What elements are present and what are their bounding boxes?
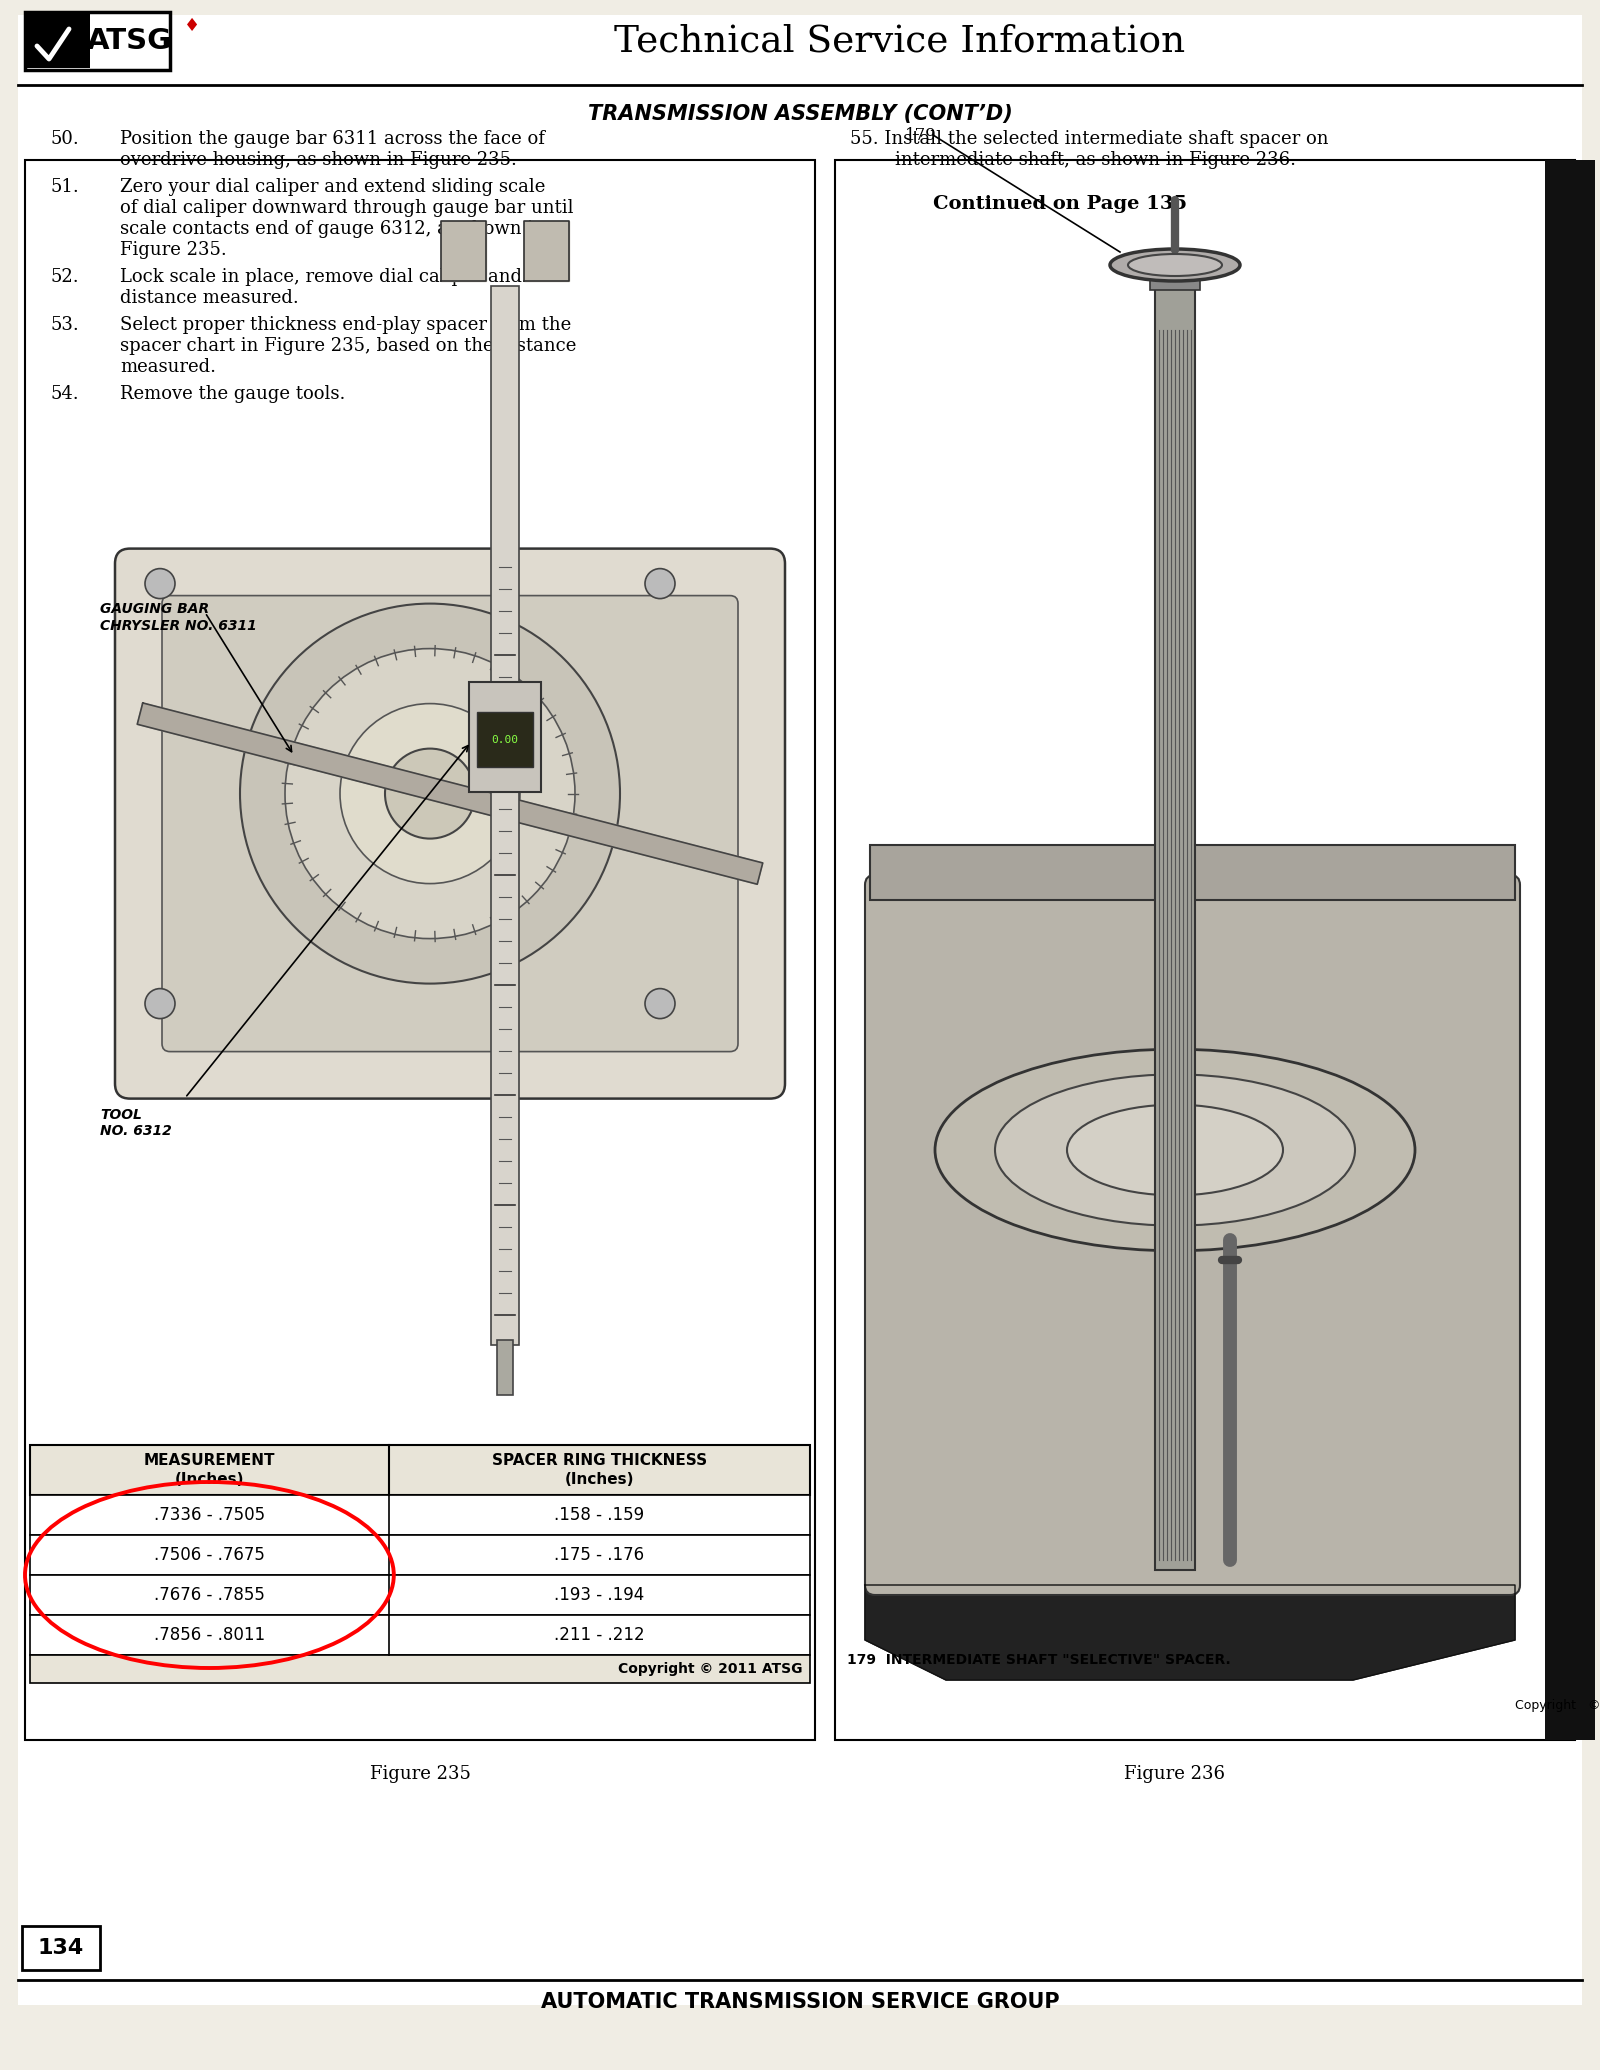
Ellipse shape bbox=[645, 989, 675, 1018]
Text: GAUGING BAR
CHRYSLER NO. 6311: GAUGING BAR CHRYSLER NO. 6311 bbox=[99, 602, 256, 633]
Ellipse shape bbox=[146, 569, 174, 598]
Text: 179: 179 bbox=[906, 126, 936, 143]
Text: Lock scale in place, remove dial caliper and note: Lock scale in place, remove dial caliper… bbox=[120, 267, 568, 286]
Bar bbox=[491, 286, 518, 1346]
Bar bbox=[469, 681, 541, 793]
Text: 51.: 51. bbox=[50, 178, 78, 197]
Ellipse shape bbox=[339, 704, 520, 884]
Text: .211 - .212: .211 - .212 bbox=[554, 1627, 645, 1644]
Text: .7856 - .8011: .7856 - .8011 bbox=[154, 1627, 266, 1644]
Ellipse shape bbox=[995, 1074, 1355, 1225]
Text: MEASUREMENT
(Inches): MEASUREMENT (Inches) bbox=[144, 1453, 275, 1486]
Bar bbox=[1155, 279, 1195, 1569]
FancyBboxPatch shape bbox=[162, 596, 738, 1052]
Text: SPACER RING THICKNESS
(Inches): SPACER RING THICKNESS (Inches) bbox=[491, 1453, 707, 1486]
Bar bbox=[1546, 159, 1595, 1741]
Text: .7676 - .7855: .7676 - .7855 bbox=[154, 1586, 266, 1604]
Text: 179  INTERMEDIATE SHAFT "SELECTIVE" SPACER.: 179 INTERMEDIATE SHAFT "SELECTIVE" SPACE… bbox=[846, 1654, 1230, 1666]
Ellipse shape bbox=[146, 989, 174, 1018]
Text: 134: 134 bbox=[38, 1938, 85, 1958]
Text: .7506 - .7675: .7506 - .7675 bbox=[154, 1546, 266, 1565]
Ellipse shape bbox=[1110, 248, 1240, 282]
Text: 0.00: 0.00 bbox=[491, 735, 518, 745]
Ellipse shape bbox=[645, 569, 675, 598]
Ellipse shape bbox=[1067, 1105, 1283, 1194]
Polygon shape bbox=[138, 704, 763, 884]
Polygon shape bbox=[525, 221, 570, 282]
Text: Copyright © 2011 ATSG: Copyright © 2011 ATSG bbox=[618, 1662, 802, 1677]
FancyBboxPatch shape bbox=[115, 549, 786, 1099]
Text: Zero your dial caliper and extend sliding scale: Zero your dial caliper and extend slidin… bbox=[120, 178, 546, 197]
Bar bbox=[30, 1536, 810, 1575]
Text: 53.: 53. bbox=[50, 317, 78, 333]
Bar bbox=[26, 12, 170, 70]
Text: Figure 235.: Figure 235. bbox=[120, 240, 227, 259]
Ellipse shape bbox=[285, 648, 574, 938]
Bar bbox=[1150, 261, 1200, 290]
Text: ♦: ♦ bbox=[184, 17, 200, 35]
Text: Position the gauge bar 6311 across the face of: Position the gauge bar 6311 across the f… bbox=[120, 130, 546, 147]
Text: AUTOMATIC TRANSMISSION SERVICE GROUP: AUTOMATIC TRANSMISSION SERVICE GROUP bbox=[541, 1991, 1059, 2012]
Polygon shape bbox=[442, 221, 486, 282]
FancyBboxPatch shape bbox=[866, 876, 1520, 1596]
Bar bbox=[30, 1575, 810, 1615]
Bar bbox=[30, 1656, 810, 1683]
Bar bbox=[477, 712, 533, 768]
Ellipse shape bbox=[386, 749, 475, 838]
Text: .158 - .159: .158 - .159 bbox=[554, 1507, 645, 1524]
Text: Technical Service Information: Technical Service Information bbox=[614, 23, 1186, 60]
Text: TOOL
NO. 6312: TOOL NO. 6312 bbox=[99, 1107, 171, 1138]
Text: measured.: measured. bbox=[120, 358, 216, 377]
Text: Remove the gauge tools.: Remove the gauge tools. bbox=[120, 385, 346, 404]
Text: of dial caliper downward through gauge bar until: of dial caliper downward through gauge b… bbox=[120, 199, 573, 217]
Text: TRANSMISSION ASSEMBLY (CONT’D): TRANSMISSION ASSEMBLY (CONT’D) bbox=[587, 104, 1013, 124]
Polygon shape bbox=[866, 1586, 1515, 1681]
Bar bbox=[30, 1445, 810, 1495]
Text: intermediate shaft, as shown in Figure 236.: intermediate shaft, as shown in Figure 2… bbox=[894, 151, 1296, 170]
Text: 50.: 50. bbox=[50, 130, 78, 147]
Bar bbox=[835, 159, 1574, 1741]
Bar bbox=[498, 1339, 514, 1395]
Text: 52.: 52. bbox=[50, 267, 78, 286]
Text: .7336 - .7505: .7336 - .7505 bbox=[154, 1507, 266, 1524]
Text: Figure 236: Figure 236 bbox=[1125, 1766, 1226, 1782]
Bar bbox=[26, 159, 814, 1741]
Ellipse shape bbox=[1128, 255, 1222, 275]
Text: .193 - .194: .193 - .194 bbox=[554, 1586, 645, 1604]
Ellipse shape bbox=[934, 1049, 1414, 1250]
Text: spacer chart in Figure 235, based on the distance: spacer chart in Figure 235, based on the… bbox=[120, 337, 576, 354]
Bar bbox=[870, 845, 1515, 900]
Bar bbox=[22, 1925, 99, 1971]
Bar bbox=[30, 1495, 810, 1536]
Text: .175 - .176: .175 - .176 bbox=[554, 1546, 645, 1565]
Text: ATSG: ATSG bbox=[86, 27, 171, 56]
Ellipse shape bbox=[240, 604, 621, 983]
Text: Continued on Page 135: Continued on Page 135 bbox=[933, 195, 1187, 213]
Text: 55. Install the selected intermediate shaft spacer on: 55. Install the selected intermediate sh… bbox=[850, 130, 1328, 147]
Bar bbox=[30, 1615, 810, 1656]
Text: 54.: 54. bbox=[50, 385, 78, 404]
Text: Figure 235: Figure 235 bbox=[370, 1766, 470, 1782]
Text: overdrive housing, as shown in Figure 235.: overdrive housing, as shown in Figure 23… bbox=[120, 151, 517, 170]
Text: Copyright   ©: Copyright © bbox=[1515, 1699, 1600, 1712]
Polygon shape bbox=[27, 14, 90, 68]
Text: distance measured.: distance measured. bbox=[120, 290, 299, 306]
Text: Select proper thickness end-play spacer from the: Select proper thickness end-play spacer … bbox=[120, 317, 571, 333]
Text: scale contacts end of gauge 6312, as shown in: scale contacts end of gauge 6312, as sho… bbox=[120, 219, 546, 238]
